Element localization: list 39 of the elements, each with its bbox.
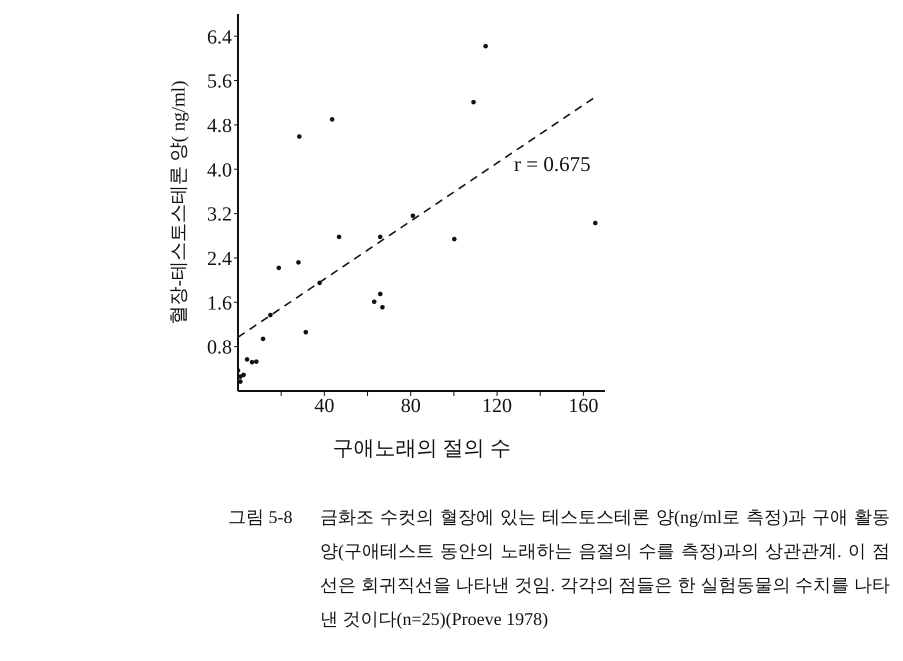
point bbox=[254, 359, 259, 364]
point bbox=[260, 336, 266, 342]
y-axis-title: 혈장-테스토스테론 양( ng/ml) bbox=[168, 80, 190, 324]
point bbox=[471, 100, 476, 104]
x-axis-title: 구애노래의 절의 수 bbox=[332, 436, 511, 460]
point bbox=[303, 330, 308, 335]
point bbox=[336, 234, 342, 240]
point bbox=[372, 299, 377, 304]
x-tick-label: 120 bbox=[482, 395, 512, 418]
caption: 그림 5-8 bbox=[228, 506, 294, 529]
x-tick-label: 80 bbox=[400, 395, 421, 418]
point bbox=[378, 292, 383, 296]
point bbox=[452, 236, 457, 242]
point bbox=[297, 134, 302, 139]
y-tick-label: 2.4 bbox=[207, 248, 232, 270]
point bbox=[592, 220, 598, 226]
point bbox=[483, 44, 488, 48]
y-tick-label: 4.8 bbox=[207, 114, 232, 137]
point bbox=[296, 260, 301, 265]
y-tick-label: 6.4 bbox=[207, 26, 232, 48]
x-tick-label: 160 bbox=[568, 395, 598, 418]
point bbox=[268, 312, 273, 318]
point bbox=[317, 280, 322, 286]
y-tick-label: 1.6 bbox=[207, 292, 232, 314]
y-tick-label: 3.2 bbox=[207, 204, 232, 226]
text: 금화조 수컷의 혈장에 있는 테스토스테론 양(ng/ml로 측정)과 구애 활동양(구애테스트 동안의 노래하는 음절의 수를 측정)과의 상관관계. 이 점선은 회귀직선을 나타낸 것임. 각각의 점들은 한 실험동물의 수치를 나타낸 것이다(n=25)(Proeve 1978) bbox=[320, 506, 890, 631]
point bbox=[244, 357, 250, 362]
y-tick-label: 5.6 bbox=[207, 70, 232, 93]
annotation: r = 0.675 bbox=[512, 152, 593, 177]
point bbox=[410, 214, 416, 218]
point bbox=[276, 266, 282, 270]
x-tick-label: 40 bbox=[314, 395, 334, 418]
point bbox=[250, 360, 254, 364]
y-tick-label: 4.0 bbox=[207, 159, 232, 182]
point bbox=[241, 372, 246, 378]
point bbox=[378, 234, 383, 240]
point bbox=[380, 304, 385, 310]
point bbox=[330, 117, 334, 122]
y-tick-label: 0.8 bbox=[207, 336, 232, 359]
